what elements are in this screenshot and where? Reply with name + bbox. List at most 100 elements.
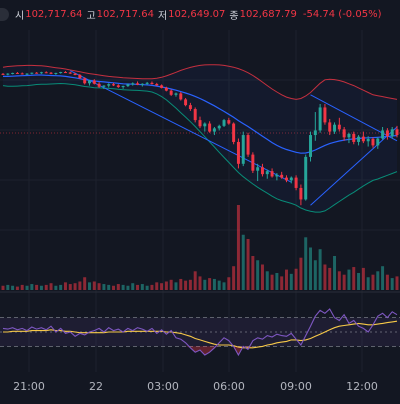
volume-bar xyxy=(87,282,91,290)
candle-body xyxy=(328,122,332,132)
volume-bar xyxy=(126,285,130,290)
candle-body xyxy=(102,85,106,87)
candle-body xyxy=(371,138,375,146)
volume-bar xyxy=(256,260,260,290)
candle-body xyxy=(169,90,173,95)
ohlc-legend: 시 102,717.64 고 102,717.64 저 102,649.07 종… xyxy=(0,6,381,22)
volume-bar xyxy=(145,285,149,290)
volume-bar xyxy=(289,273,293,290)
volume-bar xyxy=(347,269,351,290)
volume-bar xyxy=(160,283,164,290)
candle-body xyxy=(309,135,313,157)
candle-body xyxy=(337,124,341,130)
volume-bar xyxy=(35,284,39,290)
volume-bar xyxy=(78,281,82,290)
volume-bar xyxy=(376,271,380,290)
candle-body xyxy=(35,72,39,74)
candle-body xyxy=(256,167,260,171)
candle-body xyxy=(361,136,365,142)
volume-bar xyxy=(299,257,303,290)
high-label: 고 xyxy=(86,10,96,22)
volume-bar xyxy=(342,274,346,290)
low-value: 102,649.07 xyxy=(168,8,226,20)
candle-body xyxy=(395,129,399,136)
time-tick: 09:00 xyxy=(280,380,312,393)
volume-bar xyxy=(203,279,207,290)
volume-bar xyxy=(198,276,202,290)
bollinger-fill xyxy=(3,64,397,213)
candle-body xyxy=(342,129,346,138)
close-label: 종 xyxy=(229,10,239,22)
candle-body xyxy=(164,87,168,91)
time-tick: 06:00 xyxy=(213,380,245,393)
volume-bar xyxy=(136,284,140,290)
oscillator-line xyxy=(2,308,398,357)
candle-body xyxy=(83,78,87,84)
volume-bar xyxy=(112,285,116,290)
volume-bar xyxy=(25,285,29,290)
volume-bar xyxy=(251,256,255,290)
volume-bar xyxy=(83,277,87,290)
trendline xyxy=(70,70,292,183)
volume-bar xyxy=(260,264,264,290)
volume-bar xyxy=(313,260,317,290)
time-tick: 21:00 xyxy=(13,380,45,393)
volume-bar xyxy=(39,285,43,290)
candle-body xyxy=(107,84,111,86)
volume-bar xyxy=(193,271,197,290)
low-label: 저 xyxy=(157,10,168,22)
candle-body xyxy=(145,82,149,84)
candle-body xyxy=(6,73,10,75)
volume-bar xyxy=(284,269,288,290)
candle-body xyxy=(174,93,178,95)
candles xyxy=(1,71,399,206)
volume-bar xyxy=(179,278,183,290)
candle-body xyxy=(203,123,207,127)
candle-body xyxy=(333,124,337,132)
candle-body xyxy=(11,72,15,74)
volume-bar xyxy=(188,279,192,290)
volume-bar xyxy=(333,256,337,290)
candle-body xyxy=(366,138,370,142)
volume-bar xyxy=(294,268,298,290)
candle-body xyxy=(59,72,63,74)
open-label: 시 xyxy=(15,10,25,22)
candle-body xyxy=(284,177,288,181)
volume-bar xyxy=(227,277,231,290)
candle-body xyxy=(49,72,53,74)
candle-body xyxy=(20,73,24,75)
candle-body xyxy=(294,177,298,188)
candle-body xyxy=(241,135,245,164)
candle-body xyxy=(68,72,72,74)
time-tick: 03:00 xyxy=(147,380,179,393)
candle-body xyxy=(136,83,140,85)
candle-body xyxy=(131,83,135,85)
candle-body xyxy=(217,125,221,129)
candle-body xyxy=(390,129,394,137)
candle-body xyxy=(78,75,82,79)
volume-bar xyxy=(246,239,250,290)
volume-bar xyxy=(395,276,399,290)
volume-bar xyxy=(102,284,106,290)
oscillator-signal-line xyxy=(3,320,398,349)
volume-bar xyxy=(323,264,327,290)
close-value: 102,687.79 xyxy=(239,8,297,20)
candle-body xyxy=(160,85,164,88)
candle-body xyxy=(63,72,67,74)
time-tick: 22 xyxy=(89,380,103,393)
candle-body xyxy=(44,72,48,74)
volume-bar xyxy=(304,237,308,290)
volume-bar xyxy=(15,286,19,290)
volume-bar xyxy=(352,267,356,290)
legend-toggle-marker[interactable] xyxy=(0,7,9,21)
volume-bar xyxy=(184,280,188,290)
candle-body xyxy=(313,130,317,136)
volume-bar xyxy=(116,284,120,290)
candle-body xyxy=(347,133,351,138)
volume-bars xyxy=(1,205,399,290)
candle-body xyxy=(323,107,327,123)
time-axis[interactable]: 21:00 22 03:00 06:00 09:00 12:00 xyxy=(0,372,400,400)
candle-body xyxy=(54,72,58,74)
